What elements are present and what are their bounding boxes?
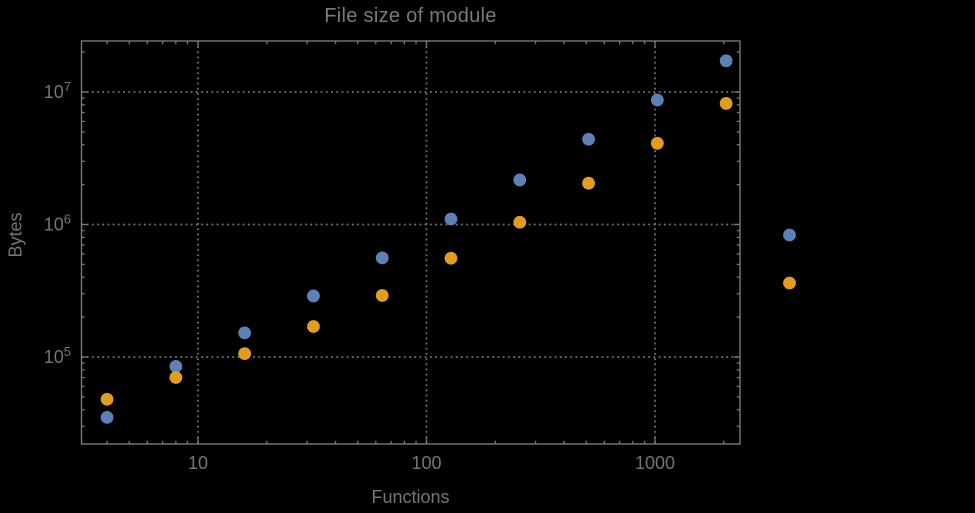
x-tick-label: 10 — [188, 453, 208, 473]
data-point-series-1-blue — [307, 289, 320, 303]
data-point-series-2-orange — [169, 371, 183, 384]
y-tick-label: 105 — [44, 344, 71, 367]
plot-frame — [80, 40, 741, 445]
data-point-series-1-blue — [238, 326, 252, 340]
data-point-series-1-blue — [513, 173, 527, 187]
data-point-series-1-blue — [719, 54, 733, 68]
data-point-series-2-orange — [719, 97, 733, 110]
data-point-series-2-orange — [100, 392, 114, 406]
data-point-series-2-orange — [650, 136, 664, 150]
x-tick-label: 100 — [411, 453, 441, 473]
data-point-series-2-orange — [238, 347, 252, 361]
data-point-series-2-orange — [582, 176, 595, 190]
data-point-series-1-blue — [582, 132, 595, 146]
chart-title: File size of module — [324, 5, 497, 27]
data-point-series-1-blue — [169, 359, 183, 373]
data-point-series-1-blue — [375, 251, 389, 265]
x-axis-label: Functions — [371, 487, 450, 507]
legend-marker-2 — [783, 276, 796, 290]
data-point-series-2-orange — [307, 320, 320, 333]
legend-marker-1 — [783, 228, 796, 242]
data-point-series-1-blue — [650, 93, 664, 107]
data-point-series-2-orange — [444, 251, 458, 265]
y-tick-label: 106 — [44, 212, 71, 235]
data-point-series-1-blue — [444, 212, 458, 226]
data-point-series-1-blue — [100, 411, 114, 424]
x-tick-label: 1000 — [635, 453, 675, 473]
data-point-series-2-orange — [375, 289, 389, 302]
data-point-series-2-orange — [513, 215, 527, 229]
y-tick-label: 107 — [44, 79, 71, 102]
